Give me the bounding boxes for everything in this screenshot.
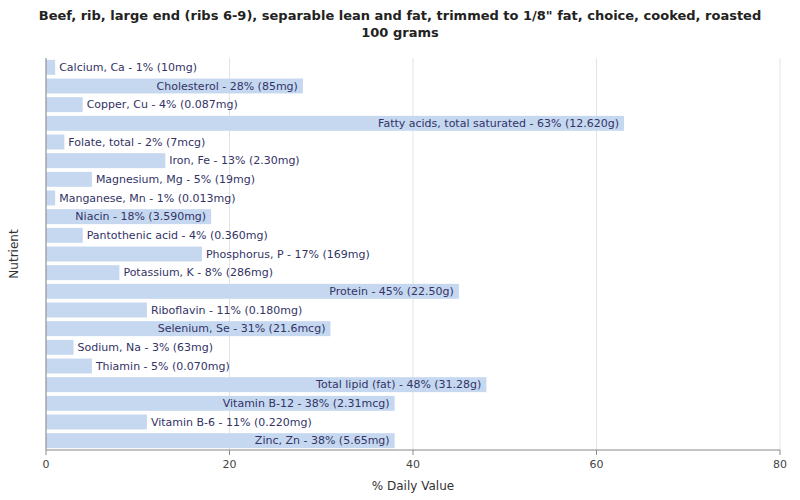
bar-label: Phosphorus, P - 17% (169mg) [206, 248, 370, 261]
bar-label: Zinc, Zn - 38% (5.65mg) [255, 434, 390, 447]
bar [46, 303, 147, 318]
x-tick [780, 450, 781, 455]
bar-label: Pantothenic acid - 4% (0.360mg) [87, 229, 268, 242]
x-tick-label: 40 [406, 458, 420, 471]
bar-label: Cholesterol - 28% (85mg) [157, 80, 298, 93]
bar-label: Vitamin B-12 - 38% (2.31mcg) [223, 397, 390, 410]
bar-label: Potassium, K - 8% (286mg) [123, 266, 273, 279]
bar-label: Total lipid (fat) - 48% (31.28g) [315, 378, 481, 391]
y-axis-label: Nutrient [7, 229, 21, 279]
bar [46, 153, 165, 168]
chart: Beef, rib, large end (ribs 6-9), separab… [0, 0, 800, 500]
x-tick [596, 450, 597, 455]
bar-label: Fatty acids, total saturated - 63% (12.6… [378, 117, 619, 130]
grid [46, 58, 780, 450]
bar [46, 228, 83, 243]
bar-label: Iron, Fe - 13% (2.30mg) [169, 154, 299, 167]
x-tick-label: 60 [590, 458, 604, 471]
bar [46, 209, 211, 224]
bar-label: Vitamin B-6 - 11% (0.220mg) [151, 416, 312, 429]
bar [46, 79, 303, 94]
bar [46, 340, 74, 355]
bar [46, 284, 459, 299]
bar-label: Magnesium, Mg - 5% (19mg) [96, 173, 255, 186]
bar-label: Riboflavin - 11% (0.180mg) [151, 304, 302, 317]
grid-line [46, 58, 47, 450]
x-tick-label: 20 [223, 458, 237, 471]
x-axis-label: % Daily Value [372, 479, 454, 493]
bar [46, 191, 55, 206]
bar [46, 359, 92, 374]
bar-label: Manganese, Mn - 1% (0.013mg) [59, 192, 235, 205]
x-tick-label: 0 [43, 458, 50, 471]
bar [46, 433, 395, 448]
bar [46, 377, 486, 392]
bar [46, 135, 64, 150]
bar [46, 321, 330, 336]
bar [46, 247, 202, 262]
bar-label: Thiamin - 5% (0.070mg) [95, 360, 230, 373]
x-tick [46, 450, 47, 455]
bars [46, 60, 624, 448]
bar-label: Sodium, Na - 3% (63mg) [78, 341, 214, 354]
bar-label: Copper, Cu - 4% (0.087mg) [87, 98, 238, 111]
bar [46, 415, 147, 430]
grid-line [780, 58, 781, 450]
bar-label: Selenium, Se - 31% (21.6mcg) [158, 322, 326, 335]
bar [46, 265, 119, 280]
bar [46, 172, 92, 187]
x-tick [413, 450, 414, 455]
title: Beef, rib, large end (ribs 6-9), separab… [39, 8, 761, 40]
bar [46, 396, 395, 411]
x-tick-label: 80 [773, 458, 787, 471]
x-tick [229, 450, 230, 455]
bar-label: Protein - 45% (22.50g) [329, 285, 454, 298]
bar-labels: Calcium, Ca - 1% (10mg) Cholesterol - 28%… [59, 61, 619, 447]
bar [46, 60, 55, 75]
bar-label: Niacin - 18% (3.590mg) [75, 210, 206, 223]
bar-label: Folate, total - 2% (7mcg) [68, 136, 205, 149]
bar [46, 97, 83, 112]
x-axis: 0 20 40 60 80 [43, 450, 788, 471]
y-axis-line [46, 58, 47, 450]
bar [46, 116, 624, 131]
bar-label: Calcium, Ca - 1% (10mg) [59, 61, 197, 74]
